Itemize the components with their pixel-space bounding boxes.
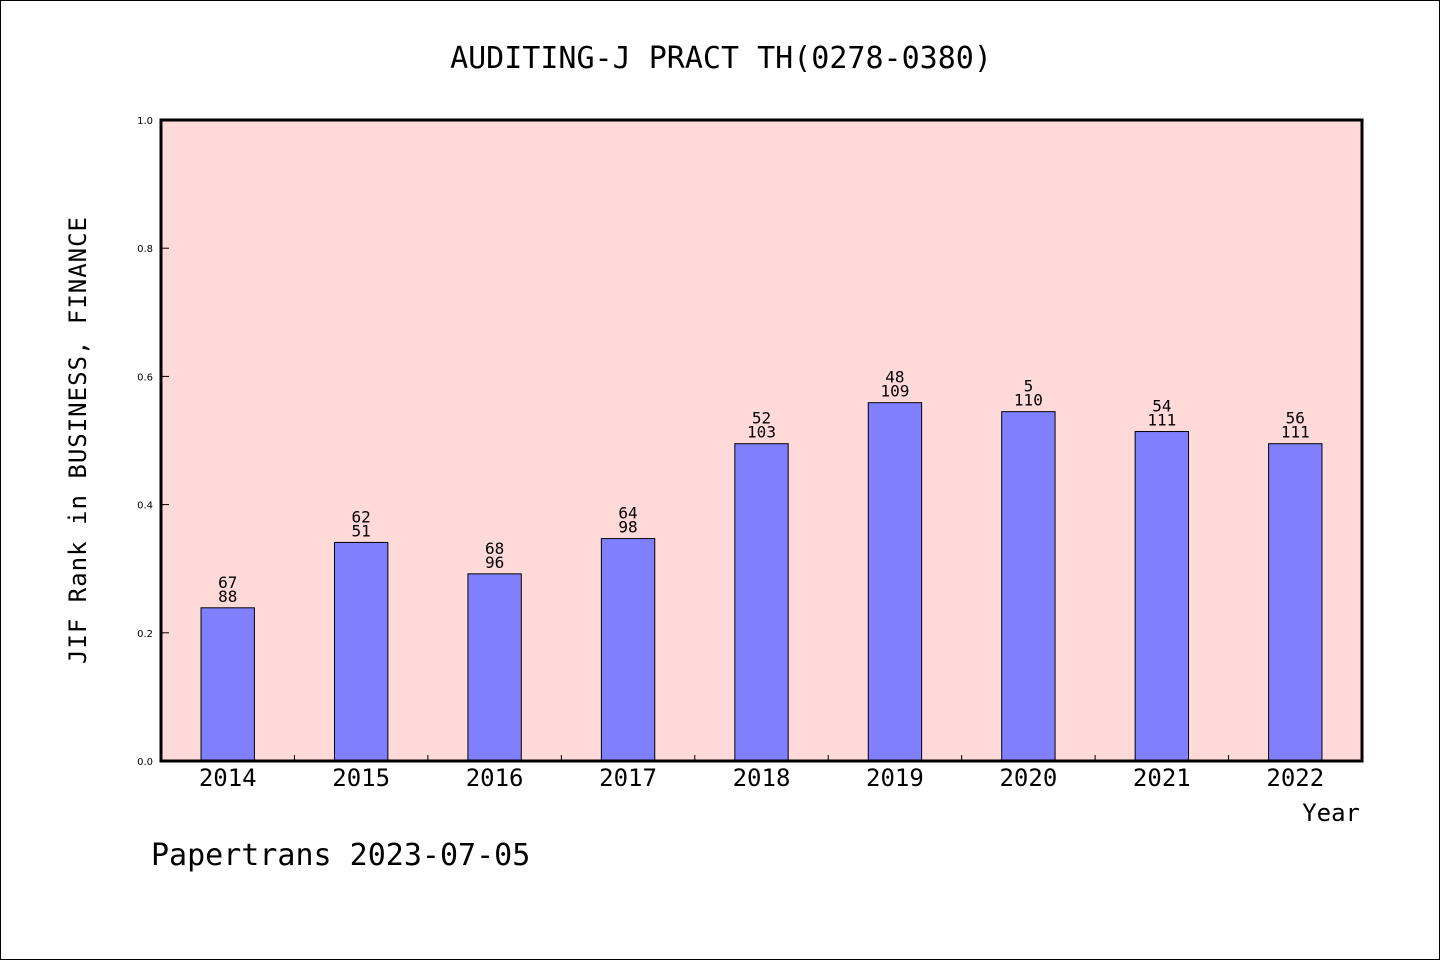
data-label-total: 110: [1014, 391, 1043, 410]
y-tick-label: 1.0: [137, 116, 153, 127]
x-tick-label: 2014: [199, 764, 257, 792]
bar-2019: [867, 402, 923, 762]
x-tick-label: 2019: [866, 764, 924, 792]
y-tick-label: 0.8: [137, 244, 153, 255]
data-label-rank: 56: [1286, 409, 1305, 428]
x-tick-label: 2020: [999, 764, 1057, 792]
bar-2015: [333, 541, 389, 762]
bars-layer: [200, 402, 1323, 762]
bar-2022: [1268, 443, 1323, 762]
data-label-total: 103: [747, 423, 776, 442]
plot-frame: [159, 118, 1364, 763]
bar-2014: [200, 607, 255, 762]
data-label-total: 88: [218, 587, 237, 606]
x-tick-label: 2018: [733, 764, 791, 792]
data-label-total: 109: [880, 382, 909, 401]
chart-title: AUDITING-J PRACT TH(0278-0380): [450, 41, 992, 76]
data-label-rank: 64: [618, 504, 637, 523]
x-axis-label: Year: [1302, 799, 1360, 827]
bar-2018: [734, 443, 789, 762]
x-tick-label: 2017: [599, 764, 657, 792]
data-label-rank: 68: [485, 539, 504, 558]
y-tick-label: 0.6: [137, 372, 153, 383]
data-label-rank: 48: [885, 368, 904, 387]
data-label-rank: 54: [1152, 397, 1171, 416]
y-axis-label: JIF Rank in BUSINESS, FINANCE: [64, 216, 92, 664]
data-label-total: 96: [485, 553, 504, 572]
data-label-total: 111: [1281, 423, 1310, 442]
data-label-total: 51: [352, 521, 371, 540]
data-label-rank: 62: [352, 507, 371, 526]
x-tick-label: 2021: [1133, 764, 1191, 792]
x-tick-label: 2022: [1266, 764, 1324, 792]
y-tick-label: 0.2: [137, 629, 153, 640]
data-label-total: 111: [1147, 411, 1176, 430]
bar-2020: [1001, 411, 1056, 762]
y-tick-label: 0.4: [137, 501, 153, 512]
data-label-rank: 67: [218, 573, 237, 592]
bar-2017: [600, 538, 656, 762]
x-tick-label: 2016: [466, 764, 524, 792]
data-label-rank: 5: [1024, 377, 1034, 396]
x-axis: 2014 2015 2016 2017 2018 2019 2020 2021 2022: [199, 755, 1324, 792]
footer-credit: Papertrans 2023-07-05: [151, 838, 530, 873]
data-label-rank: 52: [752, 409, 771, 428]
data-label-total: 98: [618, 518, 637, 537]
y-tick-label: 0.0: [137, 757, 153, 768]
bar-2021: [1134, 431, 1190, 762]
x-tick-label: 2015: [332, 764, 390, 792]
bar-2016: [467, 573, 522, 762]
